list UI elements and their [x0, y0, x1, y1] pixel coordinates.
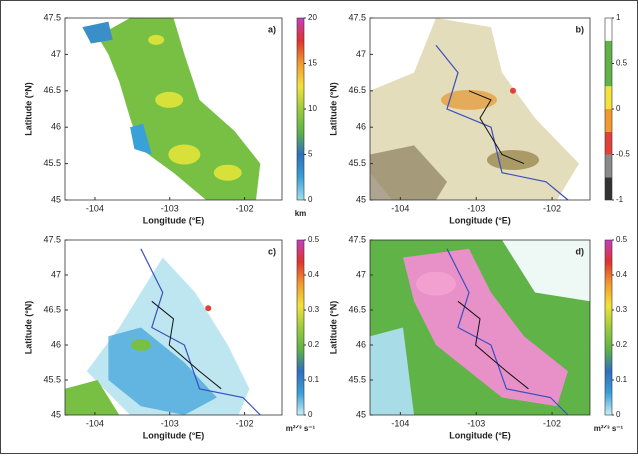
x-tick-label: -102	[236, 203, 254, 213]
colorbar-tick-label: 20	[308, 13, 317, 22]
colorbar-tick-label: 0.5	[616, 59, 628, 68]
y-tick-label: 47.5	[43, 12, 61, 22]
y-tick-label: 46.5	[43, 304, 61, 314]
colorbar-tick-label: 0	[616, 104, 621, 113]
colorbar-segment	[605, 18, 612, 41]
x-axis-label: Longitude (°E)	[143, 215, 205, 225]
field	[214, 165, 242, 181]
x-tick-label: -103	[467, 203, 485, 213]
colorbar-tick-label: 1	[616, 13, 621, 22]
colorbar	[297, 18, 304, 200]
colorbar-segment	[605, 132, 612, 155]
figure: -104 -103 -102 45 45.5 46 46.5 47 47.5 Longitude …	[0, 0, 638, 454]
field	[205, 305, 211, 311]
field	[416, 272, 456, 296]
y-axis-label: Latitude (°N)	[328, 82, 338, 136]
y-tick-label: 46	[51, 122, 61, 132]
x-axis-label: Longitude (°E)	[143, 430, 205, 440]
y-tick-label: 45.5	[348, 158, 366, 168]
colorbar-tick-label: -0.5	[616, 150, 630, 159]
y-axis-label: Latitude (°N)	[23, 82, 33, 136]
panel-label: c)	[268, 246, 276, 256]
y-tick-label: 47.5	[43, 234, 61, 244]
y-tick-label: 45	[51, 194, 61, 204]
colorbar-segment	[605, 177, 612, 200]
y-tick-label: 46	[51, 339, 61, 349]
x-tick-label: -102	[543, 418, 561, 428]
colorbar-segment	[605, 41, 612, 64]
y-tick-label: 47.5	[348, 12, 366, 22]
y-tick-label: 47	[51, 49, 61, 59]
y-tick-label: 46.5	[43, 85, 61, 95]
field	[148, 35, 164, 45]
panel-label: b)	[576, 24, 585, 34]
colorbar-label: km	[295, 209, 307, 218]
field	[487, 150, 539, 170]
colorbar-segment	[605, 64, 612, 87]
y-axis-label: Latitude (°N)	[328, 301, 338, 355]
y-tick-label: 45.5	[348, 374, 366, 384]
colorbar-tick-label: 5	[308, 150, 313, 159]
y-tick-label: 46.5	[348, 304, 366, 314]
x-tick-label: -103	[161, 418, 179, 428]
colorbar-tick-label: 0.5	[616, 235, 628, 244]
x-tick-label: -102	[543, 203, 561, 213]
colorbar-tick-label: 0.2	[616, 340, 628, 349]
x-axis-label: Longitude (°E)	[449, 430, 511, 440]
x-tick-label: -104	[86, 203, 104, 213]
colorbar-tick-label: 0.4	[308, 270, 320, 279]
x-tick-label: -103	[161, 203, 179, 213]
field	[131, 339, 151, 351]
y-tick-label: 46	[356, 122, 366, 132]
x-tick-label: -102	[236, 418, 254, 428]
colorbar-tick-label: 0.1	[308, 375, 320, 384]
field	[510, 88, 516, 94]
colorbar-tick-label: 0	[616, 410, 621, 419]
colorbar-tick-label: 0.2	[308, 340, 320, 349]
field	[168, 145, 200, 165]
colorbar-tick-label: -1	[616, 195, 624, 204]
x-tick-label: -104	[86, 418, 104, 428]
y-tick-label: 47	[356, 49, 366, 59]
y-tick-label: 47	[356, 269, 366, 279]
colorbar-label: m²ᐟ³ s⁻¹	[286, 424, 316, 433]
x-axis-label: Longitude (°E)	[449, 215, 511, 225]
colorbar-tick-label: 0.5	[308, 235, 320, 244]
colorbar-tick-label: 10	[308, 104, 317, 113]
x-tick-label: -104	[391, 203, 409, 213]
colorbar-label: m²ᐟ³ s⁻¹	[594, 424, 624, 433]
colorbar-tick-label: 0.3	[616, 305, 628, 314]
colorbar-segment	[605, 86, 612, 109]
panel-label: a)	[268, 24, 276, 34]
x-tick-label: -103	[467, 418, 485, 428]
colorbar-tick-label: 0.3	[308, 305, 320, 314]
y-tick-label: 45	[51, 409, 61, 419]
colorbar-tick-label: 0	[308, 195, 313, 204]
field	[155, 92, 183, 108]
y-tick-label: 45.5	[43, 374, 61, 384]
y-tick-label: 47	[51, 269, 61, 279]
y-tick-label: 47.5	[348, 234, 366, 244]
panel-label: d)	[576, 246, 585, 256]
y-tick-label: 46.5	[348, 85, 366, 95]
colorbar-tick-label: 15	[308, 59, 317, 68]
y-tick-label: 45.5	[43, 158, 61, 168]
x-tick-label: -104	[391, 418, 409, 428]
colorbar-segment	[605, 155, 612, 178]
colorbar	[605, 240, 612, 415]
colorbar-segment	[605, 109, 612, 132]
y-tick-label: 46	[356, 339, 366, 349]
colorbar-tick-label: 0.1	[616, 375, 628, 384]
colorbar-tick-label: 0.4	[616, 270, 628, 279]
y-tick-label: 45	[356, 409, 366, 419]
y-tick-label: 45	[356, 194, 366, 204]
y-axis-label: Latitude (°N)	[23, 301, 33, 355]
colorbar	[297, 240, 304, 415]
colorbar-tick-label: 0	[308, 410, 313, 419]
